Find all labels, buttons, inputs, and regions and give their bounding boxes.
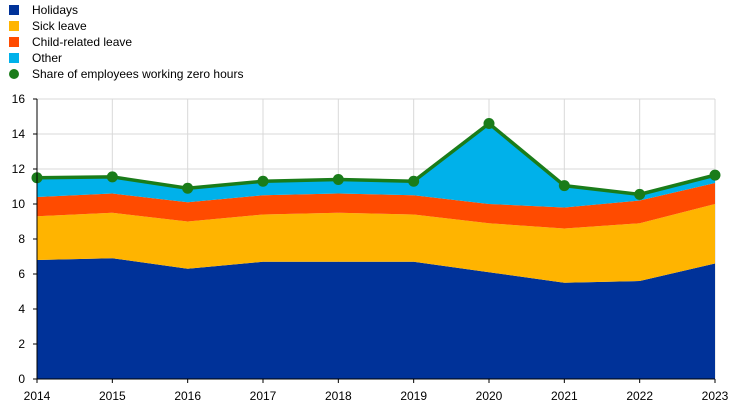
marker-2020 — [483, 118, 495, 129]
legend-label: Holidays — [32, 3, 78, 17]
x-tick-label-2017: 2017 — [250, 389, 277, 403]
x-tick-label-2019: 2019 — [400, 389, 427, 403]
legend-swatch-icon — [9, 21, 19, 31]
area-child-related-leave — [37, 183, 715, 229]
legend-item-share-of-employees-working-zero-hours: Share of employees working zero hours — [9, 67, 243, 81]
zero-hours-line — [31, 118, 721, 200]
area-sick-leave — [37, 204, 715, 283]
marker-2022 — [634, 188, 646, 200]
x-tick-label-2014: 2014 — [24, 389, 51, 403]
x-tick-label-2018: 2018 — [325, 389, 352, 403]
y-tick-label-2: 2 — [18, 337, 25, 351]
legend-item-child-related-leave: Child-related leave — [9, 35, 132, 49]
legend-swatch-icon — [9, 53, 19, 63]
x-tick-label-2016: 2016 — [174, 389, 201, 403]
y-tick-label-4: 4 — [18, 302, 25, 316]
marker-2021 — [558, 180, 570, 192]
legend-label: Share of employees working zero hours — [32, 67, 243, 81]
legend-item-sick-leave: Sick leave — [9, 19, 87, 33]
marker-2019 — [408, 175, 420, 187]
area-holidays — [37, 258, 715, 379]
y-tick-label-16: 16 — [12, 92, 26, 106]
legend-label: Child-related leave — [32, 35, 132, 49]
area-other — [37, 123, 715, 208]
legend-marker-icon — [9, 69, 19, 79]
y-tick-label-8: 8 — [18, 232, 25, 246]
y-tick-label-6: 6 — [18, 267, 25, 281]
y-tick-labels: 0 2 4 6 8 10 12 14 16 — [12, 92, 26, 386]
x-tick-label-2022: 2022 — [626, 389, 653, 403]
y-tick-label-14: 14 — [12, 127, 26, 141]
x-tick-label-2020: 2020 — [476, 389, 503, 403]
legend-swatch-icon — [9, 37, 19, 47]
y-tick-label-0: 0 — [18, 372, 25, 386]
x-tick-label-2021: 2021 — [551, 389, 578, 403]
marker-2016 — [182, 182, 194, 194]
marker-2018 — [332, 174, 344, 185]
x-tick-label-2015: 2015 — [99, 389, 126, 403]
legend-item-holidays: Holidays — [9, 3, 78, 17]
legend: Holidays Sick leave Child-related leave Oth… — [9, 3, 243, 81]
y-tick-label-12: 12 — [12, 162, 26, 176]
legend-label: Sick leave — [32, 19, 87, 33]
x-tick-label-2023: 2023 — [702, 389, 729, 403]
stacked-areas — [37, 123, 715, 379]
legend-swatch-icon — [9, 5, 19, 15]
marker-2015 — [106, 171, 118, 183]
legend-item-other: Other — [9, 51, 62, 65]
legend-label: Other — [32, 51, 62, 65]
marker-2023 — [709, 169, 721, 181]
marker-2017 — [257, 175, 269, 187]
line-share-of-employees-working-zero-hours — [36, 121, 716, 197]
y-tick-label-10: 10 — [12, 197, 26, 211]
x-tick-labels: 2014 2015 2016 2017 2018 2019 2020 2021 2022 2023 — [24, 389, 729, 403]
axes — [33, 98, 716, 383]
